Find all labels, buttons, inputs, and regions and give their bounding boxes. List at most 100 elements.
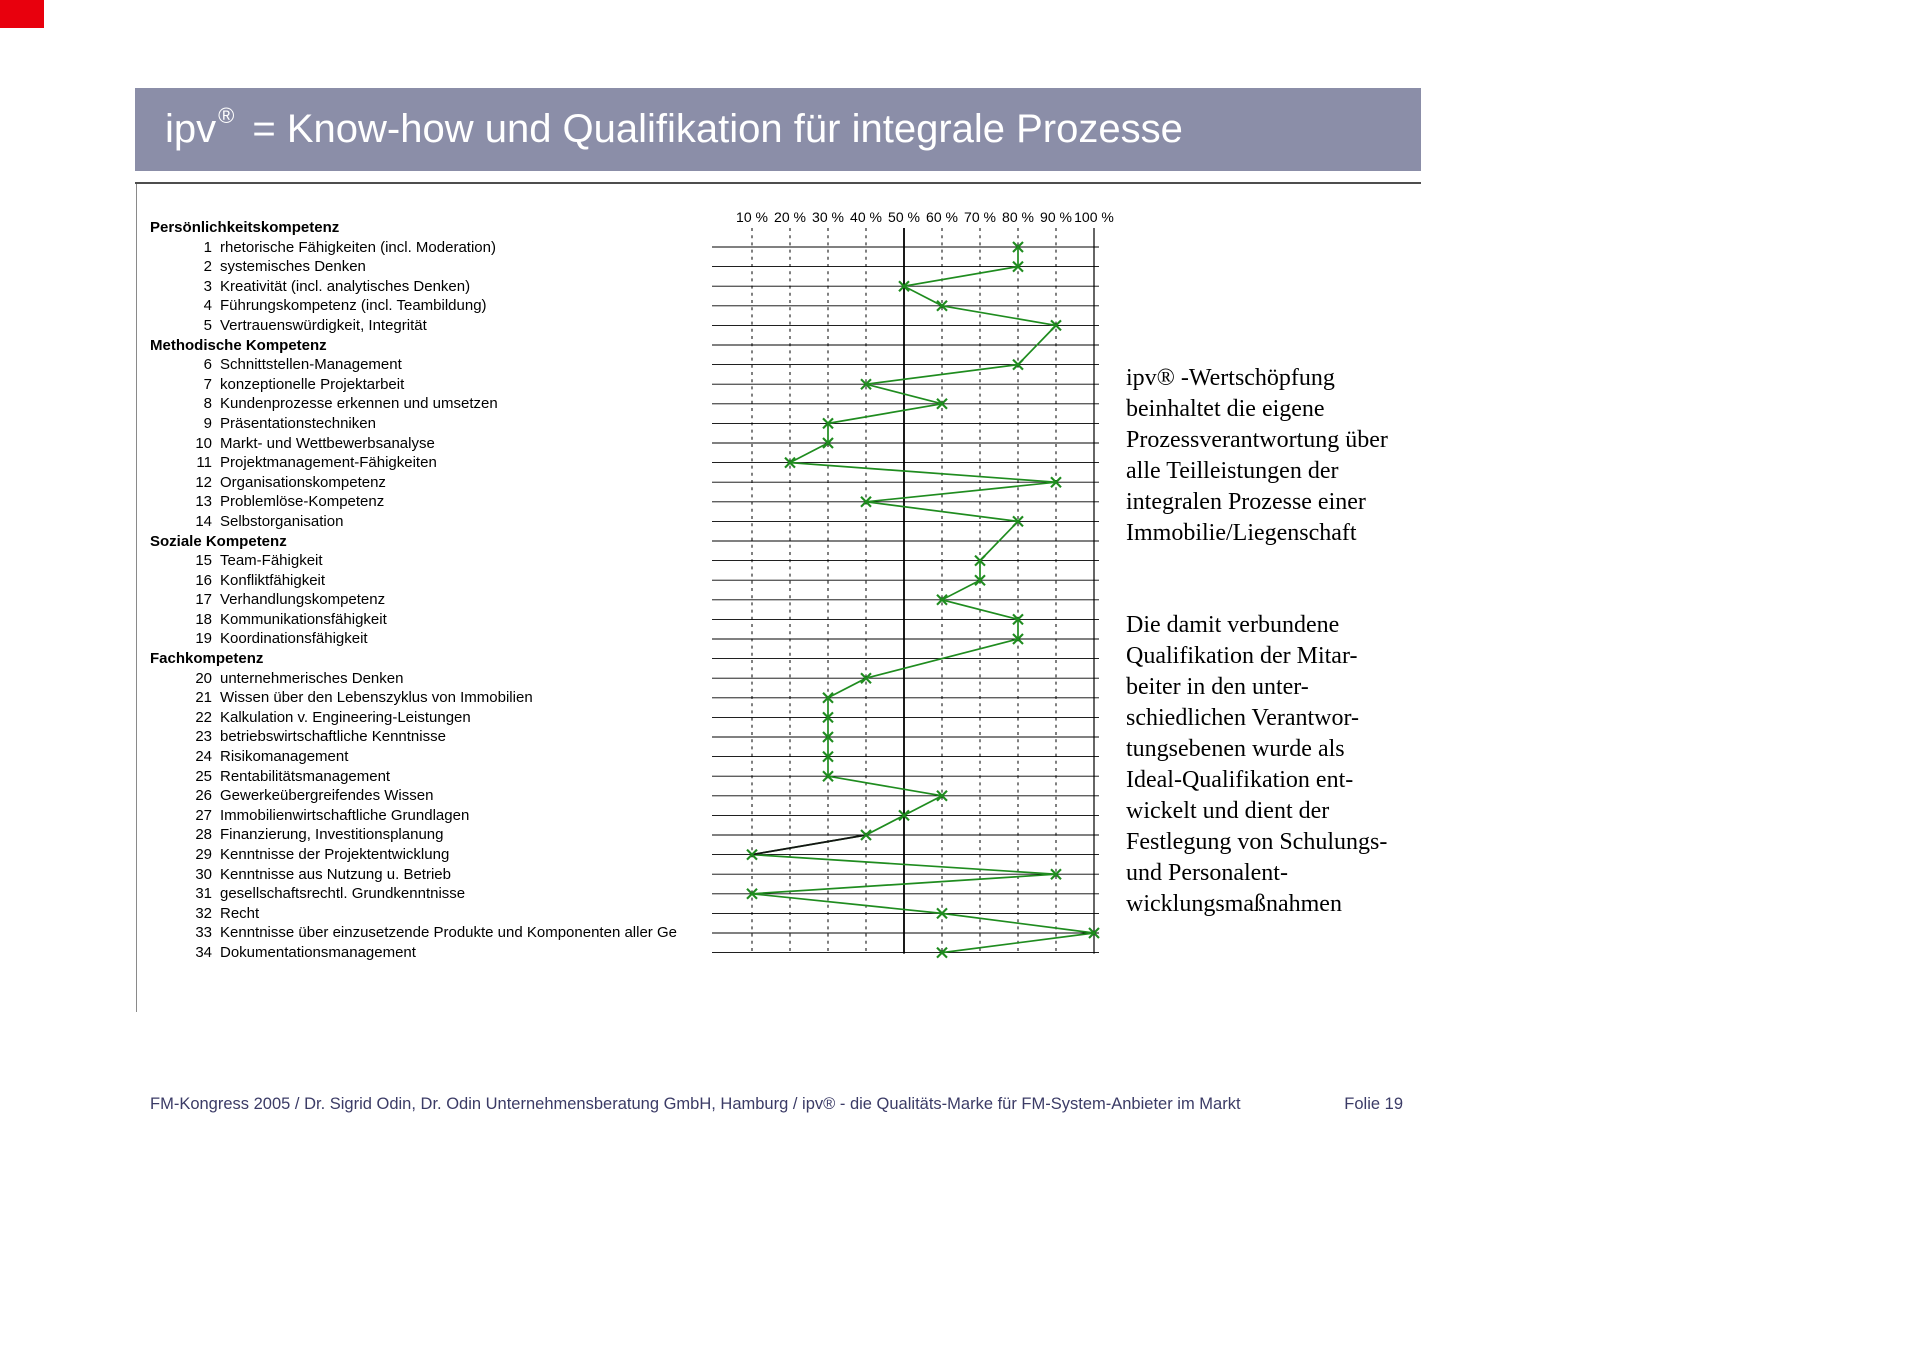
- item-number: 17: [195, 591, 212, 609]
- item-number: 26: [195, 787, 212, 805]
- svg-text:90 %: 90 %: [1040, 209, 1072, 225]
- svg-text:60 %: 60 %: [926, 209, 958, 225]
- list-item: 25 Rentabilitätsmanagement: [150, 767, 708, 787]
- list-item: 32 Recht: [150, 904, 708, 924]
- item-number: 11: [196, 454, 212, 472]
- ideal-qualification-line: [751, 247, 1095, 954]
- item-label: Rentabilitätsmanagement: [220, 767, 391, 785]
- list-item: 19 Koordinationsfähigkeit: [150, 629, 708, 649]
- item-label: Kreativität (incl. analytisches Denken): [220, 277, 471, 295]
- list-item: 28 Finanzierung, Investitionsplanung: [150, 825, 708, 845]
- item-label: rhetorische Fähigkeiten (incl. Moderatio…: [220, 238, 496, 256]
- item-label: Recht: [220, 904, 260, 922]
- list-item: 16 Konfliktfähigkeit: [150, 571, 708, 591]
- list-item: 10 Markt- und Wettbewerbsanalyse: [150, 434, 708, 454]
- list-item: 29 Kenntnisse der Projektentwicklung: [150, 845, 708, 865]
- svg-text:40 %: 40 %: [850, 209, 882, 225]
- list-item: 30 Kenntnisse aus Nutzung u. Betrieb: [150, 865, 708, 885]
- item-label: Gewerkeübergreifendes Wissen: [220, 787, 434, 805]
- list-item: 7 konzeptionelle Projektarbeit: [150, 375, 708, 395]
- item-number: 6: [203, 356, 212, 374]
- list-section-header: Persönlichkeitskompetenz: [150, 219, 340, 236]
- item-number: 29: [195, 846, 212, 863]
- list-item: 13 Problemlöse-Kompetenz: [150, 492, 708, 512]
- list-item: 22 Kalkulation v. Engineering-Leistungen: [150, 708, 708, 728]
- item-number: 23: [195, 728, 212, 746]
- item-label: Präsentationstechniken: [220, 414, 376, 432]
- chart-svg: 10 % 20 % 30 % 40 % 50 % 60 % 70 % 80 % 90 % 100 …: [712, 209, 1114, 959]
- item-label: Kenntnisse aus Nutzung u. Betrieb: [220, 865, 451, 883]
- item-number: 19: [195, 630, 212, 648]
- item-label: Finanzierung, Investitionsplanung: [220, 826, 444, 844]
- item-label: Immobilienwirtschaftliche Grundlagen: [220, 806, 470, 824]
- list-item: 20 unternehmerisches Denken: [150, 669, 708, 689]
- item-number: 2: [203, 258, 212, 276]
- item-label: Kalkulation v. Engineering-Leistungen: [220, 708, 471, 726]
- list-item: 4 Führungskompetenz (incl. Teambildung): [150, 296, 708, 316]
- left-border: [136, 184, 137, 1012]
- svg-text:80 %: 80 %: [1002, 209, 1034, 225]
- item-label: Risikomanagement: [220, 748, 349, 766]
- list-item: 18 Kommunikationsfähigkeit: [150, 610, 708, 630]
- list-item: 3 Kreativität (incl. analytisches Denken): [150, 277, 708, 297]
- list-item: 5 Vertrauenswürdigkeit, Integrität: [150, 316, 708, 336]
- side-note-paragraph-1: ipv® -Wertschöpfung beinhaltet die eigen…: [1126, 365, 1388, 546]
- list-item: 11 Projektmanagement-Fähigkeiten: [150, 453, 708, 473]
- list-item: 2 systemisches Denken: [150, 257, 708, 277]
- item-number: 33: [195, 924, 212, 942]
- item-label: Verhandlungskompetenz: [220, 591, 386, 609]
- svg-text:100 %: 100 %: [1074, 209, 1114, 225]
- list-section-header: Methodische Kompetenz: [150, 336, 327, 354]
- list-item: 17 Verhandlungskompetenz: [150, 590, 708, 610]
- item-label: Problemlöse-Kompetenz: [220, 493, 385, 511]
- list-item: 34 Dokumentationsmanagement: [150, 943, 708, 963]
- item-label: Wissen über den Lebenszyklus von Immobil…: [220, 689, 533, 707]
- side-note-paragraph-2: Die damit verbundene Qualifikation der M…: [1126, 612, 1388, 917]
- item-number: 34: [195, 943, 212, 961]
- list-item: 23 betriebswirtschaftliche Kenntnisse: [150, 727, 708, 747]
- list-section-header: Fachkompetenz: [150, 650, 264, 668]
- title-brand: ipv: [165, 107, 217, 151]
- list-item: 27 Immobilienwirtschaftliche Grundlagen: [150, 806, 708, 826]
- item-label: systemisches Denken: [220, 258, 366, 276]
- item-label: konzeptionelle Projektarbeit: [220, 375, 405, 393]
- item-label: Konfliktfähigkeit: [220, 571, 326, 589]
- page-title: = Know-how und Qualifikation für integra…: [252, 107, 1183, 151]
- item-number: 12: [195, 473, 212, 491]
- item-number: 30: [195, 865, 212, 883]
- competency-list: Persönlichkeitskompetenz 1 rhetorische Fäh…: [150, 218, 708, 964]
- item-number: 1: [203, 238, 212, 256]
- item-number: 7: [203, 375, 212, 393]
- item-number: 25: [195, 767, 212, 785]
- item-label: betriebswirtschaftliche Kenntnisse: [220, 728, 446, 746]
- list-item: 31 gesellschaftsrechtl. Grundkenntnisse: [150, 884, 708, 904]
- title-bar: ipv ® = Know-how und Qualifikation für int…: [135, 88, 1421, 171]
- item-number: 4: [203, 297, 212, 315]
- item-label: Markt- und Wettbewerbsanalyse: [220, 434, 435, 452]
- item-number: 13: [195, 493, 212, 511]
- list-item: 15 Team-Fähigkeit: [150, 551, 708, 571]
- item-label: Kenntnisse der Projektentwicklung: [220, 846, 450, 863]
- item-number: 5: [203, 316, 212, 334]
- item-number: 14: [195, 512, 212, 530]
- list-item: 33 Kenntnisse über einzusetzende Produkte…: [150, 923, 708, 943]
- footer: FM-Kongress 2005 / Dr. Sigrid Odin, Dr. …: [150, 1095, 1403, 1114]
- svg-text:20 %: 20 %: [774, 209, 806, 225]
- list-section-header: Soziale Kompetenz: [150, 532, 287, 550]
- list-item: 12 Organisationskompetenz: [150, 473, 708, 493]
- list-item: 8 Kundenprozesse erkennen und umsetzen: [150, 394, 708, 414]
- item-label: Kenntnisse über einzusetzende Produkte u…: [220, 924, 677, 942]
- item-number: 15: [195, 552, 212, 570]
- list-item: 24 Risikomanagement: [150, 747, 708, 767]
- item-number: 18: [195, 610, 212, 628]
- item-number: 22: [195, 708, 212, 726]
- svg-text:50 %: 50 %: [888, 209, 920, 225]
- item-number: 31: [195, 885, 212, 903]
- item-label: Dokumentationsmanagement: [220, 943, 416, 961]
- competency-chart: 10 % 20 % 30 % 40 % 50 % 60 % 70 % 80 % 90 % 100 …: [712, 200, 1132, 975]
- item-number: 32: [195, 904, 212, 922]
- item-number: 20: [195, 669, 212, 687]
- item-number: 16: [195, 571, 212, 589]
- svg-text:30 %: 30 %: [812, 209, 844, 225]
- item-label: unternehmerisches Denken: [220, 669, 404, 687]
